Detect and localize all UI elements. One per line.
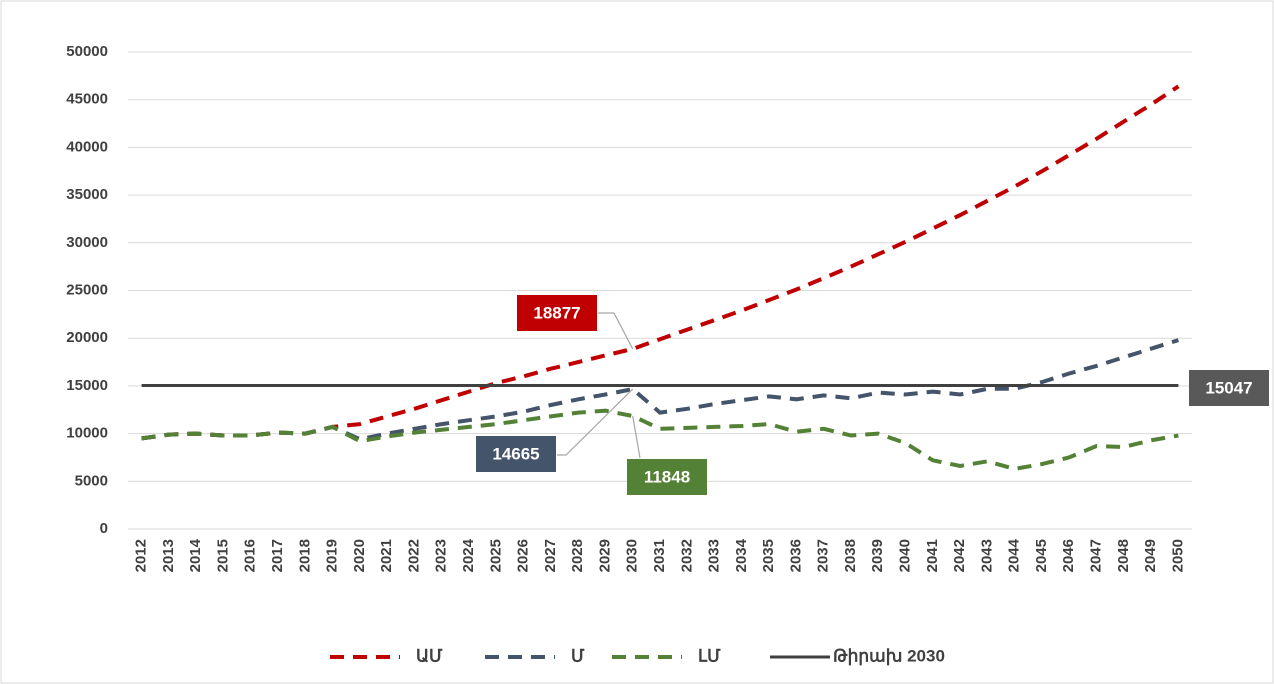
x-tick-label: 2021 (378, 539, 395, 572)
data-label-box (476, 436, 556, 472)
x-tick-label: 2016 (242, 539, 259, 572)
x-tick-label: 2022 (405, 539, 422, 572)
x-tick-label: 2024 (460, 538, 477, 572)
x-tick-label: 2019 (324, 539, 341, 572)
x-tick-label: 2038 (842, 539, 859, 572)
x-tick-label: 2043 (978, 539, 995, 572)
data-label: 15047 (1205, 378, 1252, 397)
y-tick-label: 0 (100, 520, 108, 537)
y-tick-label: 25000 (66, 281, 108, 298)
y-tick-label: 50000 (66, 43, 108, 60)
data-label: 14665 (492, 444, 539, 463)
data-label: 11848 (644, 467, 690, 486)
y-tick-label: 5000 (75, 472, 108, 489)
legend-label: ԱՄ (416, 646, 443, 665)
x-tick-label: 2040 (897, 539, 914, 572)
x-tick-label: 2047 (1087, 539, 1104, 572)
x-tick-label: 2048 (1115, 539, 1132, 572)
x-tick-label: 2032 (678, 539, 695, 572)
y-tick-label: 20000 (66, 329, 108, 346)
x-tick-label: 2033 (706, 539, 723, 572)
y-tick-label: 15000 (66, 377, 108, 394)
x-tick-label: 2042 (951, 539, 968, 572)
y-tick-label: 30000 (66, 234, 108, 251)
label-leader (632, 415, 641, 459)
data-label: 18877 (533, 303, 580, 322)
x-tick-label: 2020 (351, 539, 368, 572)
x-tick-label: 2029 (596, 539, 613, 572)
x-tick-label: 2014 (187, 538, 204, 572)
x-tick-label: 2013 (160, 539, 177, 572)
x-tick-label: 2017 (269, 539, 286, 572)
x-tick-label: 2025 (487, 539, 504, 572)
y-tick-label: 35000 (66, 186, 108, 203)
y-tick-label: 40000 (66, 138, 108, 155)
x-tick-label: 2045 (1033, 539, 1050, 572)
x-tick-label: 2031 (651, 539, 668, 572)
x-tick-label: 2044 (1006, 538, 1023, 572)
x-tick-label: 2023 (433, 539, 450, 572)
x-tick-label: 2049 (1142, 539, 1159, 572)
x-tick-label: 2037 (815, 539, 832, 572)
x-tick-label: 2026 (515, 539, 532, 572)
x-tick-label: 2034 (733, 538, 750, 572)
x-tick-label: 2041 (924, 539, 941, 572)
x-tick-label: 2046 (1060, 539, 1077, 572)
x-tick-label: 2039 (869, 539, 886, 572)
label-leader (557, 388, 634, 456)
y-tick-label: 10000 (66, 425, 108, 442)
x-tick-label: 2027 (542, 539, 559, 572)
x-tick-label: 2015 (214, 539, 231, 572)
x-tick-label: 2030 (624, 539, 641, 572)
data-label-box (517, 295, 597, 331)
legend-label: Մ (571, 646, 585, 665)
x-tick-label: 2028 (569, 539, 586, 572)
data-label-box (627, 459, 707, 495)
x-tick-label: 2050 (1169, 539, 1186, 572)
legend-label: Թիրախ 2030 (833, 646, 945, 665)
x-tick-label: 2018 (296, 539, 313, 572)
x-tick-label: 2012 (133, 539, 150, 572)
x-tick-label: 2035 (760, 539, 777, 572)
y-tick-label: 45000 (66, 91, 108, 108)
series-line (141, 408, 1179, 471)
label-leader (598, 312, 634, 350)
x-tick-label: 2036 (787, 539, 804, 572)
legend-label: ԼՄ (698, 646, 721, 665)
data-label-box (1189, 370, 1269, 406)
